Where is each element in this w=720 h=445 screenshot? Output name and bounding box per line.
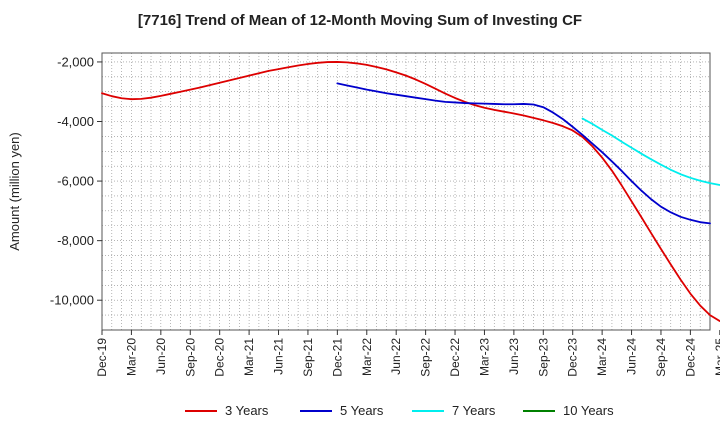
x-tick-label: Dec-24 (683, 338, 697, 377)
legend-item: 7 Years (412, 403, 496, 418)
x-tick-label: Dec-21 (330, 338, 344, 377)
y-tick-label: -2,000 (57, 54, 94, 69)
y-tick-label: -8,000 (57, 233, 94, 248)
series-line-5-years (336, 82, 711, 225)
x-tick-label: Jun-20 (154, 338, 168, 375)
x-tick-label: Sep-23 (536, 338, 550, 377)
x-tick-label: Mar-25 (713, 338, 720, 376)
legend-item: 10 Years (523, 403, 614, 418)
x-tick-label: Sep-22 (419, 338, 433, 377)
x-tick-label: Mar-22 (360, 338, 374, 376)
x-tick-label: Sep-20 (183, 338, 197, 377)
legend-item: 3 Years (185, 403, 269, 418)
plot-area-border (101, 52, 711, 331)
series-lines (101, 61, 720, 323)
x-tick-label: Jun-21 (272, 338, 286, 375)
series-line-3-years (101, 61, 720, 323)
x-tick-label: Dec-20 (213, 338, 227, 377)
x-tick-label: Sep-21 (301, 338, 315, 377)
legend-label: 7 Years (452, 403, 496, 418)
x-tick-label: Mar-24 (595, 338, 609, 376)
chart-title: [7716] Trend of Mean of 12-Month Moving … (138, 12, 582, 29)
legend-label: 10 Years (563, 403, 614, 418)
legend-label: 3 Years (225, 403, 269, 418)
legend: 3 Years 5 Years 7 Years 10 Years (185, 403, 614, 418)
y-tick-label: -10,000 (50, 293, 94, 308)
grid-lines (102, 53, 710, 331)
y-axis-label: Amount (million yen) (7, 132, 22, 251)
x-tick-label: Dec-22 (448, 338, 462, 377)
series-line-7-years (581, 117, 720, 186)
x-tick-label: Dec-19 (95, 338, 109, 377)
x-tick-label: Sep-24 (654, 338, 668, 377)
y-tick-label: -4,000 (57, 114, 94, 129)
x-axis: Dec-19 Mar-20 Jun-20 Sep-20 Dec-20 Mar-21 Jun-… (95, 330, 720, 377)
x-tick-label: Mar-21 (242, 338, 256, 376)
x-tick-label: Mar-23 (477, 338, 491, 376)
legend-item: 5 Years (300, 403, 384, 418)
legend-label: 5 Years (340, 403, 384, 418)
x-tick-label: Jun-23 (507, 338, 521, 375)
x-tick-label: Jun-24 (625, 338, 639, 375)
x-tick-label: Jun-22 (389, 338, 403, 375)
x-tick-label: Dec-23 (566, 338, 580, 377)
y-axis: -2,000 -4,000 -6,000 -8,000 -10,000 (50, 54, 102, 308)
y-tick-label: -6,000 (57, 174, 94, 189)
x-tick-label: Mar-20 (124, 338, 138, 376)
